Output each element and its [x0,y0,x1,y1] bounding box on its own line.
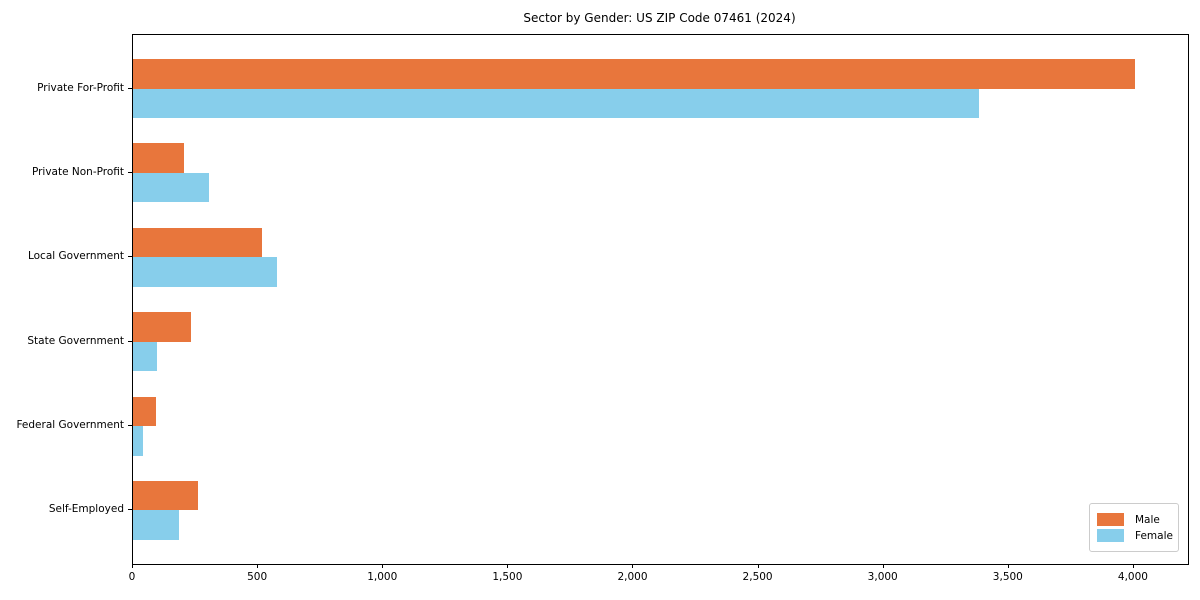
bar-female-local-government [133,257,277,287]
bar-female-state-government [133,341,157,372]
legend-row-male: Male [1097,513,1178,526]
y-tick-mark [128,171,132,173]
y-tick-mark [128,256,132,258]
x-axis-tick-label: 500 [247,571,268,583]
x-tick-mark [1132,564,1134,568]
bar-female-private-for-profit [133,88,979,119]
bar-female-federal-government [133,426,143,456]
x-axis-tick-label: 1,000 [367,571,398,583]
y-axis-label: Self-Employed [48,503,124,516]
x-axis-tick-label: 3,000 [867,571,898,583]
x-axis-tick-label: 4,000 [1117,571,1148,583]
x-axis-tick-label: 2,500 [742,571,773,583]
y-tick-mark [128,340,132,342]
legend-label: Female [1135,529,1173,542]
bar-male-private-non-profit [133,143,185,173]
x-axis-tick-label: 2,000 [617,571,648,583]
bar-male-state-government [133,312,191,342]
legend-swatch-female [1097,529,1124,542]
legend: Male Female [1089,503,1179,552]
x-tick-mark [382,564,384,568]
y-tick-mark [128,87,132,89]
legend-swatch-male [1097,513,1124,526]
bar-female-private-non-profit [133,172,210,203]
y-axis-label: State Government [27,334,124,347]
x-tick-mark [632,564,634,568]
y-tick-mark [128,509,132,511]
bar-male-private-for-profit [133,59,1136,89]
x-tick-mark [1007,564,1009,568]
plot-area: Male Female [132,34,1189,565]
y-axis-label: Federal Government [16,419,124,432]
chart-title: Sector by Gender: US ZIP Code 07461 (202… [523,11,796,25]
x-axis-tick-label: 3,500 [992,571,1023,583]
x-tick-mark [257,564,259,568]
bar-female-self-employed [133,510,180,540]
y-axis-label: Private For-Profit [37,81,124,94]
bar-male-local-government [133,227,262,258]
x-tick-mark [507,564,509,568]
x-tick-mark [757,564,759,568]
y-axis-label: Private Non-Profit [31,165,124,178]
y-tick-mark [128,425,132,427]
x-axis-tick-label: 0 [128,571,136,583]
y-axis-label: Local Government [27,250,124,263]
x-tick-mark [882,564,884,568]
legend-row-female: Female [1097,529,1178,542]
bar-male-federal-government [133,396,156,427]
x-axis-tick-label: 1,500 [492,571,523,583]
legend-label: Male [1135,513,1160,526]
bar-male-self-employed [133,480,199,511]
x-tick-mark [132,564,133,568]
